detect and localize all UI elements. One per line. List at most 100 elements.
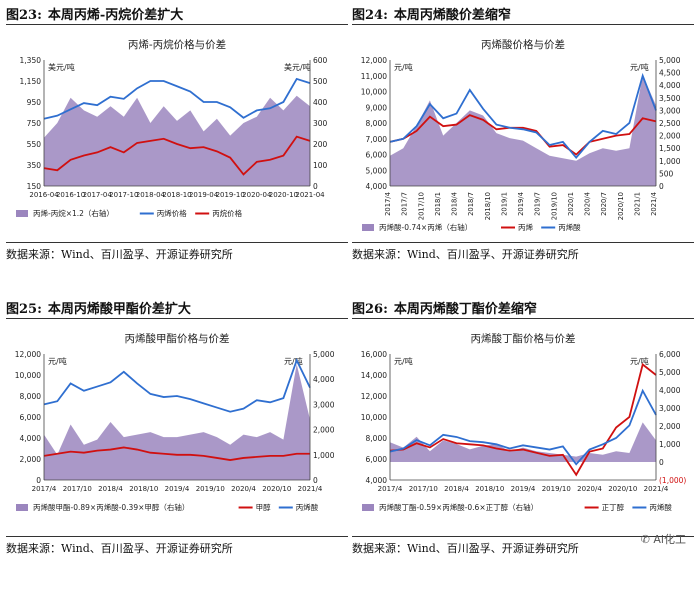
x-tick: 2016-10 — [56, 191, 85, 199]
series-line-1 — [43, 77, 311, 120]
y-tick-left: 4,000 — [366, 476, 388, 485]
wechat-icon: ✆ — [640, 533, 654, 546]
y-tick-left: 0 — [36, 476, 41, 485]
x-tick: 2018/4 — [98, 485, 123, 493]
x-tick: 2019/4 — [511, 485, 536, 493]
spread-area — [390, 75, 656, 186]
x-tick: 2017/7 — [401, 192, 409, 216]
x-tick: 2020/10 — [608, 485, 637, 493]
unit-label: 美元/吨 — [48, 62, 75, 72]
unit-label-right: 美元/吨 — [284, 62, 311, 72]
y-tick-right: 600 — [313, 56, 328, 65]
y-tick-left: 950 — [27, 98, 42, 107]
x-tick: 2018/1 — [434, 192, 442, 216]
x-tick: 2019/4 — [165, 485, 190, 493]
legend-label: 丙烷价格 — [212, 208, 242, 218]
legend-label: 丙烯酸 — [649, 502, 672, 512]
y-tick-right: 0 — [659, 182, 664, 191]
y-tick-left: 11,000 — [361, 72, 387, 81]
x-tick: 2021/4 — [650, 192, 658, 216]
spread-area — [44, 95, 310, 186]
y-tick-left: 750 — [27, 119, 42, 128]
y-tick-left: 10,000 — [15, 371, 41, 380]
y-tick-right: 400 — [313, 98, 328, 107]
y-tick-left: 550 — [27, 140, 42, 149]
y-tick-right: 500 — [313, 77, 328, 86]
x-tick: 2020/10 — [262, 485, 291, 493]
x-tick: 2018/4 — [451, 192, 459, 216]
figure-title-text: 本周丙烯酸价差缩窄 — [393, 8, 511, 23]
unit-label: 元/吨 — [394, 62, 413, 72]
y-tick-left: 8,000 — [366, 434, 388, 443]
y-tick-right: 300 — [313, 119, 328, 128]
x-tick: 2021/1 — [633, 192, 641, 216]
y-tick-right: 4,500 — [659, 69, 681, 78]
y-tick-right: 4,000 — [659, 81, 681, 90]
legend-label: 正丁醇 — [602, 502, 625, 512]
source-line: 数据来源：Wind、百川盈孚、开源证券研究所 — [352, 536, 694, 559]
unit-label-right: 元/吨 — [284, 356, 303, 366]
x-tick: 2019-04 — [189, 191, 219, 199]
y-tick-left: 350 — [27, 161, 42, 170]
legend-label: 丙烯酸-0.74×丙烯（右轴） — [379, 222, 472, 232]
legend-label: 丙烯酸甲酯-0.89×丙烯酸-0.39×甲醇（右轴） — [33, 502, 189, 512]
y-tick-right: 1,000 — [659, 157, 681, 166]
figure-title: 图24: 本周丙烯酸价差缩窄 — [352, 4, 694, 25]
x-tick: 2019/7 — [534, 192, 542, 216]
series-line-1 — [389, 114, 657, 156]
x-tick: 2020/7 — [600, 192, 608, 216]
y-tick-left: 1,350 — [20, 56, 42, 65]
chart-title: 丙烯-丙烷价格与价差 — [128, 38, 226, 51]
y-tick-right: (1,000) — [659, 476, 686, 485]
legend-label: 丙烯-丙烷×1.2（右轴） — [33, 208, 114, 218]
source-line: 数据来源：Wind、百川盈孚、开源证券研究所 — [6, 536, 348, 559]
x-tick: 2016-04 — [29, 191, 59, 199]
y-tick-left: 12,000 — [15, 350, 41, 359]
y-tick-left: 6,000 — [366, 151, 388, 160]
watermark: ✆ Ai化工 — [641, 531, 686, 547]
series-line-2 — [389, 388, 657, 466]
y-tick-left: 1,150 — [20, 77, 42, 86]
source-text: 数据来源：Wind、百川盈孚、开源证券研究所 — [352, 248, 579, 261]
y-tick-right: 3,000 — [659, 106, 681, 115]
y-tick-left: 4,000 — [20, 434, 42, 443]
y-tick-right: 3,500 — [659, 94, 681, 103]
y-tick-right: 5,000 — [313, 350, 335, 359]
source-text: 数据来源：Wind、百川盈孚、开源证券研究所 — [6, 248, 233, 261]
x-tick: 2017-04 — [83, 191, 113, 199]
y-tick-left: 10,000 — [361, 88, 387, 97]
y-tick-left: 10,000 — [361, 413, 387, 422]
y-tick-left: 6,000 — [366, 455, 388, 464]
figure-number: 图23: — [6, 8, 42, 23]
figure-number: 图26: — [352, 302, 388, 317]
y-tick-right: 4,000 — [313, 375, 335, 384]
y-tick-left: 7,000 — [366, 135, 388, 144]
x-tick: 2020/4 — [584, 192, 592, 216]
y-tick-left: 9,000 — [366, 103, 388, 112]
y-tick-left: 16,000 — [361, 350, 387, 359]
series-line-2 — [43, 357, 311, 413]
series-line-2 — [389, 72, 657, 160]
series-line-1 — [43, 446, 310, 461]
y-tick-left: 6,000 — [20, 413, 42, 422]
x-tick: 2018/7 — [467, 192, 475, 216]
y-tick-left: 12,000 — [361, 56, 387, 65]
source-line: 数据来源：Wind、百川盈孚、开源证券研究所 — [352, 242, 694, 265]
x-tick: 2018-10 — [162, 191, 191, 199]
x-tick: 2020-10 — [269, 191, 298, 199]
y-tick-left: 14,000 — [361, 371, 387, 380]
figure-title-text: 本周丙烯酸丁酯价差缩窄 — [393, 302, 537, 317]
y-tick-left: 5,000 — [366, 166, 388, 175]
x-tick: 2018/10 — [129, 485, 158, 493]
x-tick: 2019/1 — [500, 192, 508, 216]
source-text: 数据来源：Wind、百川盈孚、开源证券研究所 — [6, 542, 233, 555]
y-tick-right: 2,500 — [659, 119, 681, 128]
y-tick-right: 100 — [313, 161, 328, 170]
x-tick: 2019/10 — [550, 192, 558, 220]
unit-label: 元/吨 — [394, 356, 413, 366]
y-tick-right: 5,000 — [659, 56, 681, 65]
figure-title-text: 本周丙烯酸甲酯价差扩大 — [47, 302, 191, 317]
y-tick-right: 2,000 — [313, 426, 335, 435]
y-tick-right: 2,000 — [659, 422, 681, 431]
